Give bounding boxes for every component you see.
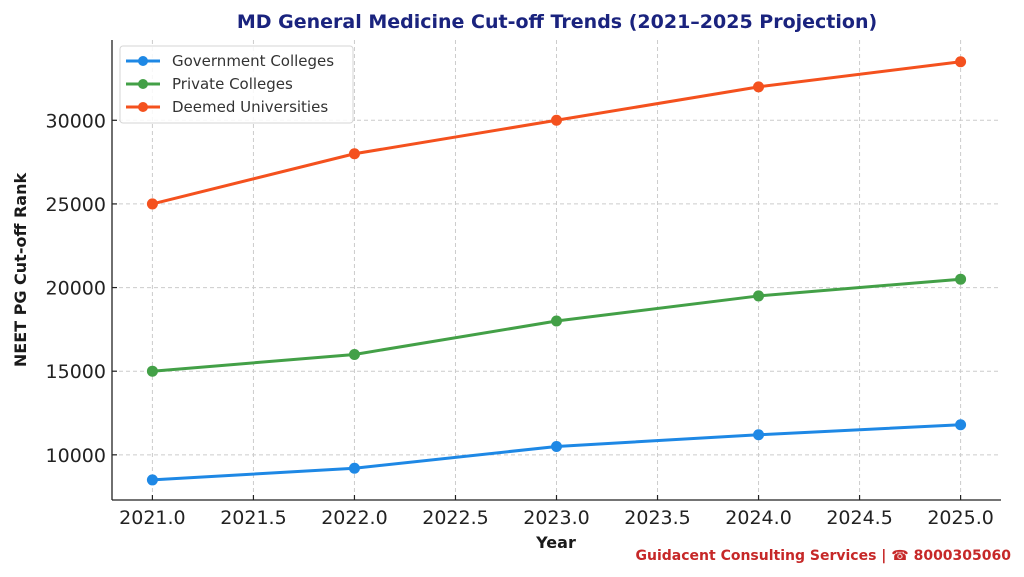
- axis-ticks: 2021.0 2021.5 2022.0 2022.5 2023.0 2023.5 2024…: [46, 110, 994, 529]
- x-tick-label: 2025.0: [927, 507, 993, 529]
- data-point-private-colleges: [955, 273, 967, 285]
- data-point-deemed-universities: [753, 81, 765, 93]
- legend-swatch-marker: [138, 79, 148, 89]
- chart-title: MD General Medicine Cut-off Trends (2021…: [237, 11, 877, 33]
- legend-label: Deemed Universities: [172, 98, 328, 116]
- x-tick-label: 2023.5: [624, 507, 690, 529]
- data-point-private-colleges: [753, 290, 765, 302]
- x-tick-label: 2021.5: [220, 507, 286, 529]
- data-point-government-colleges: [348, 462, 360, 474]
- x-tick-label: 2022.5: [422, 507, 488, 529]
- data-point-private-colleges: [146, 365, 158, 377]
- x-axis-label: Year: [535, 533, 576, 552]
- legend: Government Colleges Private Colleges Deeme…: [119, 45, 354, 124]
- data-point-private-colleges: [551, 315, 562, 327]
- y-tick-label: 30000: [46, 110, 106, 132]
- x-tick-label: 2023.0: [523, 507, 589, 529]
- data-point-government-colleges: [753, 429, 765, 441]
- y-tick-label: 15000: [46, 361, 106, 383]
- footer-annotation: Guidacent Consulting Services | ☎ 800030…: [636, 548, 1012, 564]
- legend-swatch-marker: [138, 102, 148, 112]
- data-point-government-colleges: [955, 419, 967, 431]
- legend-label: Private Colleges: [172, 75, 293, 93]
- legend-box: [119, 45, 354, 124]
- data-point-deemed-universities: [146, 198, 158, 210]
- data-point-government-colleges: [551, 440, 562, 452]
- data-point-private-colleges: [348, 348, 360, 360]
- x-tick-label: 2021.0: [119, 507, 185, 529]
- y-tick-label: 25000: [46, 194, 106, 216]
- legend-label: Government Colleges: [172, 52, 334, 70]
- legend-swatch-marker: [138, 56, 148, 66]
- series-layer: [146, 56, 967, 486]
- y-tick-label: 20000: [46, 278, 106, 300]
- data-point-government-colleges: [146, 474, 158, 486]
- x-tick-label: 2024.5: [826, 507, 892, 529]
- y-axis-label: NEET PG Cut-off Rank: [11, 173, 30, 368]
- y-tick-label: 10000: [46, 445, 106, 467]
- data-point-deemed-universities: [551, 114, 562, 126]
- x-tick-label: 2024.0: [725, 507, 791, 529]
- x-tick-label: 2022.0: [321, 507, 387, 529]
- data-point-deemed-universities: [348, 148, 360, 160]
- data-point-deemed-universities: [955, 56, 967, 68]
